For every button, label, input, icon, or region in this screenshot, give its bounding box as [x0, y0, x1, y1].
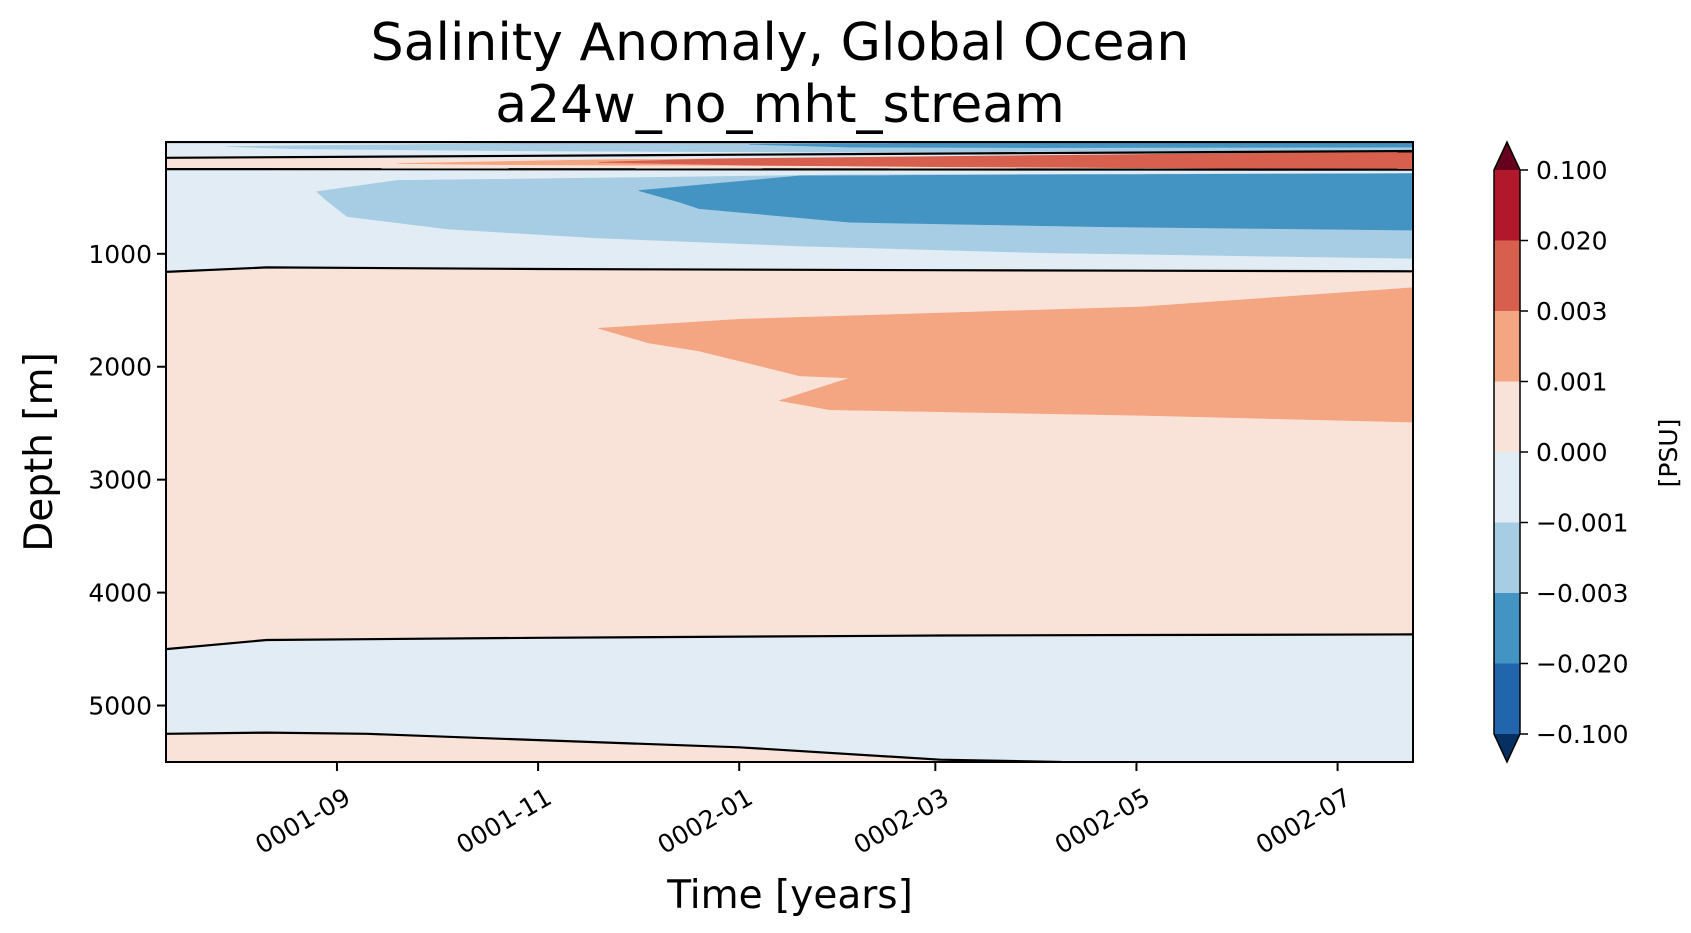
x-axis: 0001-09 0001-11 0002-01 0002-03 0002-05 0002-…: [250, 762, 1356, 860]
region-intermediate-negative-core: [638, 173, 1413, 231]
colorbar-segment: [1494, 170, 1520, 241]
colorbar-tick-label: 0.020: [1536, 227, 1608, 256]
zero-contour-upper-lower: [166, 168, 1413, 171]
plot-frame: [165, 141, 1414, 763]
colorbar-tick-label: −0.003: [1536, 579, 1629, 608]
colorbar-segment: [1494, 311, 1520, 382]
colorbar-tick-label: 0.001: [1536, 368, 1608, 397]
x-tick-label: 0002-01: [653, 782, 758, 859]
x-tick-label: 0001-11: [451, 782, 556, 859]
colorbar: 0.100 0.020 0.003 0.001 0.000 −0.001 −0.003 −0.…: [1493, 140, 1629, 764]
y-axis: 1000 2000 3000 4000 5000: [88, 240, 166, 721]
plot-area: [165, 141, 1414, 763]
colorbar-segment: [1494, 381, 1520, 453]
chart-title: Salinity Anomaly, Global Ocean: [371, 13, 1190, 73]
colorbar-label: [PSU]: [1654, 419, 1683, 488]
colorbar-segment: [1494, 452, 1520, 523]
y-tick-label: 4000: [88, 579, 152, 608]
zero-contour-bottom: [166, 731, 1062, 762]
x-tick-label: 0002-03: [849, 782, 954, 859]
colorbar-tick-label: −0.020: [1536, 650, 1629, 679]
colorbar-extend-max: [1494, 142, 1520, 170]
x-axis-title: Time [years]: [666, 873, 913, 918]
colorbar-tick-label: 0.003: [1536, 297, 1608, 326]
contour-regions: [166, 142, 1413, 762]
colorbar-tick-label: −0.001: [1536, 509, 1629, 538]
colorbar-segment: [1494, 593, 1520, 664]
colorbar-tick-label: 0.000: [1536, 438, 1608, 467]
zero-contour-intermediate: [166, 266, 1413, 273]
y-axis-title: Depth [m]: [17, 352, 62, 552]
x-tick-label: 0002-05: [1050, 782, 1155, 859]
x-tick-label: 0002-07: [1251, 782, 1356, 859]
zero-contour-upper: [166, 149, 1413, 159]
zero-contour-abyssal: [166, 633, 1413, 651]
y-tick-label: 1000: [88, 240, 152, 269]
region-deep-positive-core: [598, 287, 1413, 423]
colorbar-segment: [1494, 240, 1520, 312]
colorbar-tick-label: −0.100: [1536, 720, 1629, 749]
colorbar-segment: [1494, 663, 1520, 735]
colorbar-extend-min: [1494, 734, 1520, 762]
colorbar-segment: [1494, 522, 1520, 594]
chart-subtitle: a24w_no_mht_stream: [495, 75, 1065, 135]
contour-lines: [166, 142, 1413, 762]
colorbar-tick-label: 0.100: [1536, 156, 1608, 185]
y-tick-label: 5000: [88, 692, 152, 721]
y-tick-label: 2000: [88, 353, 152, 382]
y-tick-label: 3000: [88, 466, 152, 495]
x-tick-label: 0001-09: [250, 782, 355, 859]
